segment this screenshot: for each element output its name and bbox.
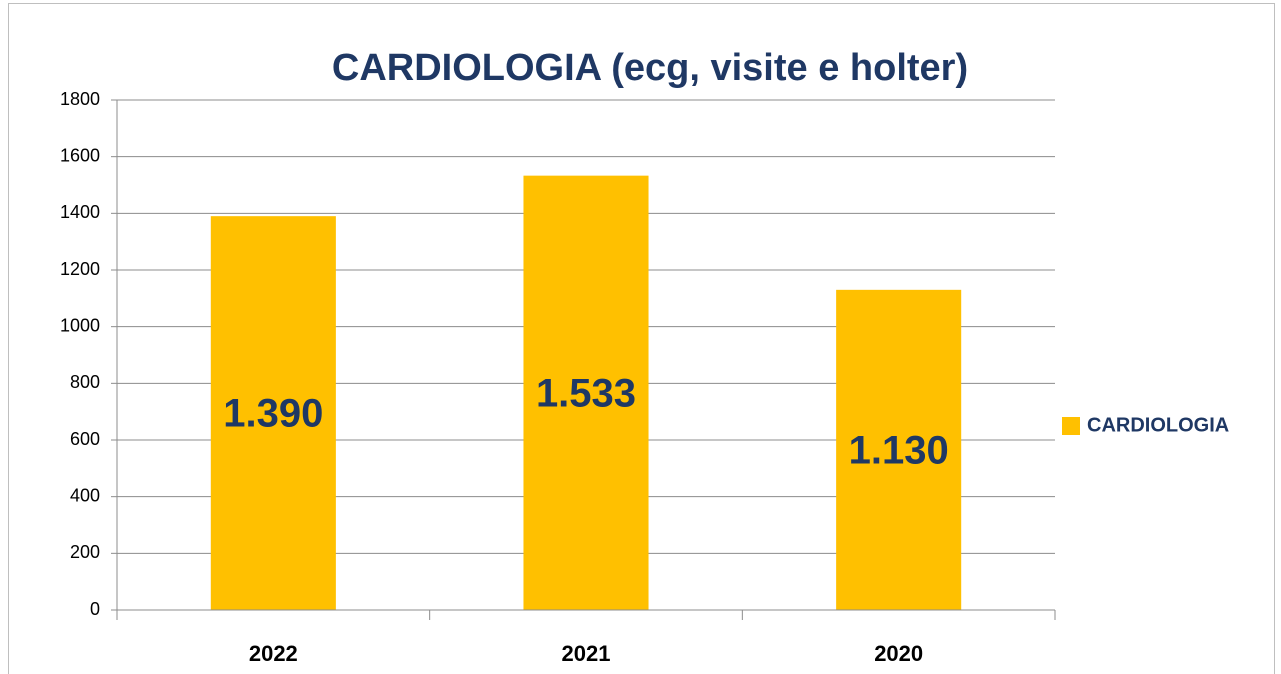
legend-label: CARDIOLOGIA (1087, 414, 1229, 436)
y-tick-label: 1400 (60, 202, 100, 222)
y-tick-label: 400 (70, 485, 100, 505)
legend-swatch (1062, 417, 1080, 435)
x-tick-label: 2020 (874, 641, 923, 666)
bar (210, 216, 336, 610)
chart-title: CARDIOLOGIA (ecg, visite e holter) (332, 47, 968, 89)
y-tick-label: 0 (90, 599, 100, 619)
y-tick-label: 1000 (60, 315, 100, 335)
x-tick-label: 2021 (562, 641, 611, 666)
data-label: 1.390 (223, 392, 323, 436)
data-label: 1.130 (849, 428, 949, 472)
y-tick-label: 600 (70, 429, 100, 449)
bar (523, 175, 649, 610)
y-tick-label: 200 (70, 542, 100, 562)
x-tick-label: 2022 (249, 641, 298, 666)
y-tick-label: 1200 (60, 259, 100, 279)
y-tick-label: 1600 (60, 145, 100, 165)
y-tick-label: 1800 (60, 89, 100, 109)
bar (836, 289, 962, 610)
data-label: 1.533 (536, 371, 636, 415)
y-tick-label: 800 (70, 372, 100, 392)
